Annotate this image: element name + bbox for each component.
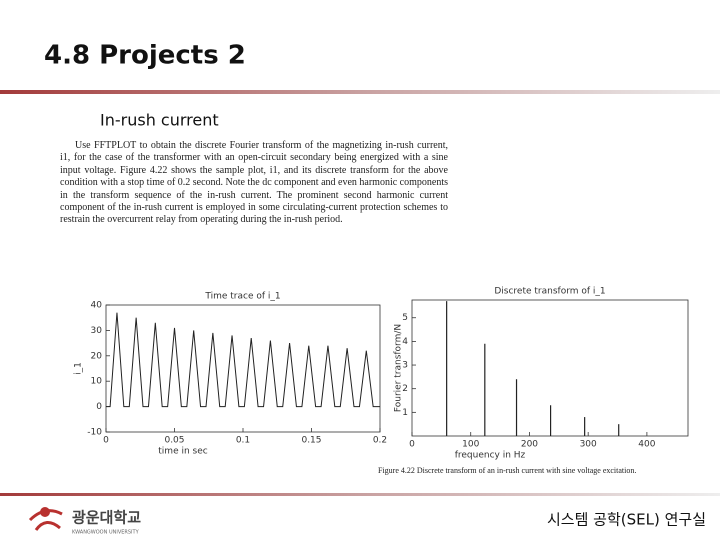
paragraph: Use FFTPLOT to obtain the discrete Fouri…	[60, 140, 448, 226]
chart-title: Discrete transform of i_1	[494, 287, 605, 297]
y-tick-label: 3	[402, 361, 408, 371]
y-tick-label: -10	[87, 428, 102, 438]
x-tick-label: 200	[521, 440, 538, 450]
logo-text: 광운대학교	[72, 509, 141, 527]
figure-caption: Figure 4.22 Discrete transform of an in-…	[378, 466, 636, 475]
y-tick-label: 40	[91, 301, 103, 311]
subtitle: In-rush current	[100, 111, 219, 130]
x-tick-label: 0.15	[301, 436, 321, 446]
x-tick-label: 0.2	[373, 436, 387, 446]
y-tick-label: 20	[91, 351, 103, 361]
logo-icon	[28, 507, 63, 531]
x-tick-label: 0.1	[236, 436, 250, 446]
logo-subtext: KWANGWOON UNIVERSITY	[72, 530, 140, 536]
x-axis-label: frequency in Hz	[455, 451, 526, 461]
title-rule	[0, 90, 720, 94]
y-tick-label: 2	[402, 384, 408, 394]
trace-line	[106, 312, 380, 408]
y-tick-label: 4	[402, 337, 408, 347]
x-tick-label: 0	[103, 436, 109, 446]
y-axis-label: Fourier transform/N	[394, 324, 404, 412]
y-tick-label: 1	[402, 408, 408, 418]
x-tick-label: 300	[580, 440, 597, 450]
x-tick-label: 0.05	[164, 436, 184, 446]
x-axis-label: time in sec	[158, 447, 207, 457]
x-tick-label: 100	[462, 440, 479, 450]
chart-title: Time trace of i_1	[204, 292, 280, 302]
y-tick-label: 5	[402, 313, 408, 323]
footer-rule	[0, 493, 720, 496]
x-tick-label: 400	[638, 440, 655, 450]
y-tick-label: 30	[91, 326, 103, 336]
y-tick-label: 10	[91, 377, 103, 387]
lab-name: 시스템 공학(SEL) 연구실	[547, 511, 706, 529]
y-tick-label: 0	[96, 402, 102, 412]
y-axis-label: i_1	[74, 362, 84, 375]
plot-frame	[105, 304, 381, 433]
x-tick-label: 0	[409, 440, 415, 450]
slide-title: 4.8 Projects 2	[44, 41, 246, 71]
